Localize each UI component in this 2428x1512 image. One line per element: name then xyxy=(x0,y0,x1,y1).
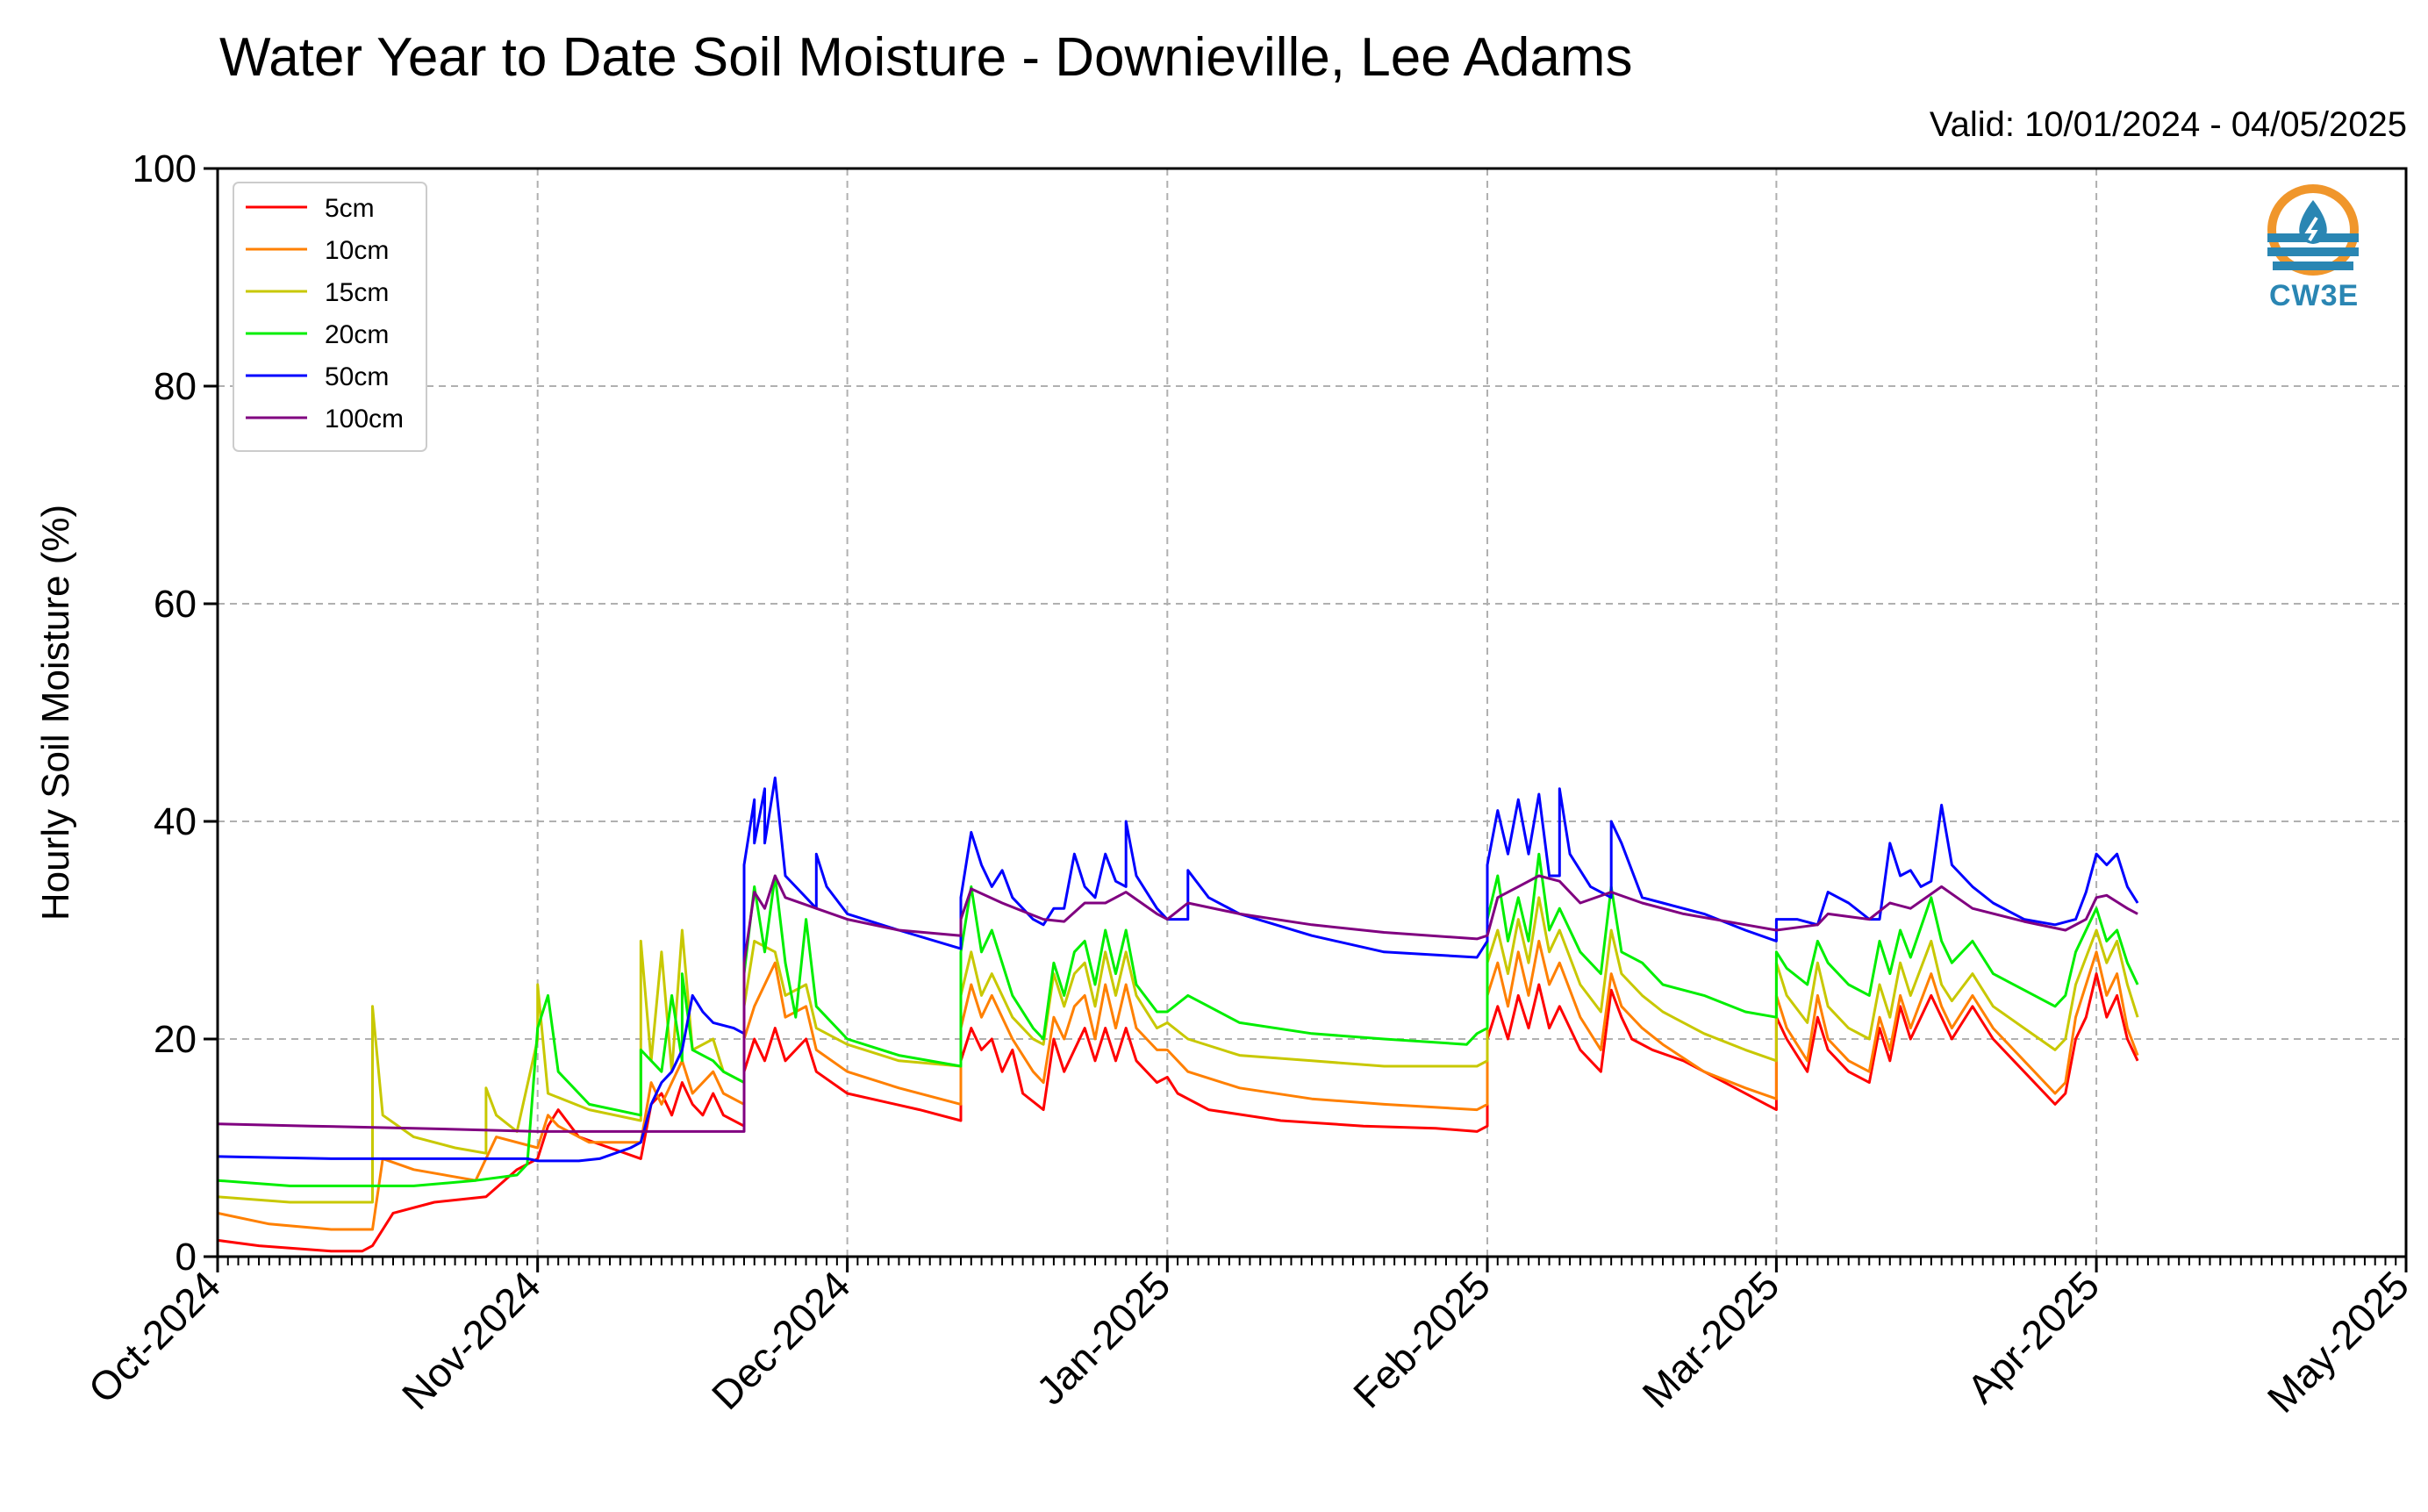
x-tick-label: Mar-2025 xyxy=(1633,1262,1787,1416)
x-tick-label: Feb-2025 xyxy=(1344,1262,1499,1416)
legend-label-100cm: 100cm xyxy=(325,405,404,434)
legend-label-15cm: 15cm xyxy=(325,278,389,307)
series-line-5cm xyxy=(217,972,2139,1253)
axes: 0 20 40 60 80 100 Oct-2024 Nov-2024 Dec-2024 Jan-… xyxy=(80,147,2418,1422)
y-tick-label: 40 xyxy=(154,800,197,843)
series-line-100cm xyxy=(217,874,2138,1133)
plot-frame xyxy=(216,167,2408,1258)
cw3e-water-drop-logo xyxy=(2267,184,2359,276)
y-tick-label: 0 xyxy=(175,1236,197,1279)
x-tick-label: Dec-2024 xyxy=(703,1262,859,1418)
logo-wave xyxy=(2273,262,2353,270)
series-lines xyxy=(217,776,2139,1253)
grid-lines xyxy=(218,168,2406,1257)
series-line-10cm xyxy=(217,939,2139,1231)
series-line-50cm xyxy=(217,776,2139,1163)
series-line-20cm xyxy=(217,852,2139,1187)
legend-label-5cm: 5cm xyxy=(325,194,375,223)
y-axis-label: Hourly Soil Moisture (%) xyxy=(34,505,77,921)
legend-label-20cm: 20cm xyxy=(325,320,389,349)
y-tick-label: 60 xyxy=(154,583,197,626)
legend-label-10cm: 10cm xyxy=(325,236,389,265)
y-tick-label: 20 xyxy=(154,1018,197,1061)
legend-label-50cm: 50cm xyxy=(325,362,389,391)
x-tick-label: Apr-2025 xyxy=(1959,1262,2109,1412)
logo-wave xyxy=(2267,247,2359,256)
valid-date-range: Valid: 10/01/2024 - 04/05/2025 xyxy=(1929,105,2407,144)
chart-title: Water Year to Date Soil Moisture - Downi… xyxy=(219,27,1633,88)
y-tick-label: 100 xyxy=(133,147,197,190)
y-tick-label: 80 xyxy=(154,365,197,408)
x-tick-label: Jan-2025 xyxy=(1028,1262,1178,1413)
x-tick-label: May-2025 xyxy=(2259,1262,2417,1421)
x-tick-label: Oct-2024 xyxy=(80,1262,230,1412)
logo-bolt xyxy=(2304,216,2318,242)
logo-text: CW3E xyxy=(2269,279,2360,312)
series-line-15cm xyxy=(217,896,2139,1204)
x-tick-label: Nov-2024 xyxy=(393,1262,549,1418)
legend: 5cm 10cm 15cm 20cm 50cm 100cm xyxy=(233,182,427,452)
